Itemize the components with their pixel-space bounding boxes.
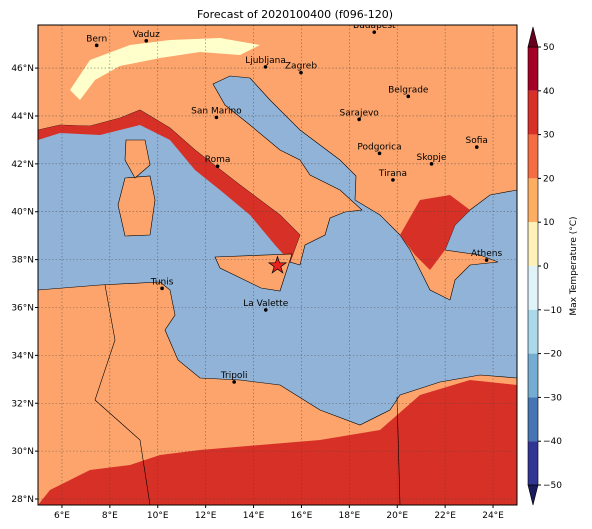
lon-tick-label: 12°E [195,511,217,521]
city-dot [299,70,303,75]
city-label: Tunis [150,277,174,287]
city-label: San Marino [191,106,242,116]
colorbar-label: Max Temperature (°C) [569,216,579,315]
city-dot [391,178,395,182]
warm-zone [38,110,300,262]
city-label: Skopje [417,153,447,163]
star-marker [267,255,288,274]
colorbar-band [528,222,538,266]
colorbar-band [528,397,538,442]
city-dot [377,151,382,156]
city-dot [94,43,99,48]
city-dot [232,380,236,384]
colorbar-tick-label: 50 [543,43,555,53]
colorbar-tick-label: 30 [543,131,555,141]
city-label: Ljubljana [245,56,286,66]
colorbar-tick-label: 10 [543,218,555,228]
colorbar-band [528,90,538,135]
city-dot [215,164,220,169]
colorbar-tick-label: −50 [543,481,562,491]
colorbar-band [528,309,538,354]
lon-tick-label: 24°E [482,511,504,521]
colorbar-tick-label: −20 [543,350,562,360]
city-dot [357,117,361,122]
colorbar-tick-label: 0 [543,262,549,272]
city-dot [429,162,434,166]
lat-tick-label: 36°N [11,303,34,313]
cool-zone [70,38,260,100]
city-label: Zagreb [285,62,317,72]
colorbar-band [528,353,538,398]
lat-tick-label: 28°N [11,495,34,505]
colorbar-band [528,266,538,310]
city-label: Budapest [353,21,396,31]
city-dot [484,258,489,262]
lon-tick-label: 8°E [102,511,118,521]
city-label: Tirana [378,169,407,179]
lat-tick-label: 30°N [11,447,34,457]
warm-zone [400,195,470,270]
city-dot [144,39,149,43]
lat-tick-label: 44°N [11,112,34,122]
city-label: La Valette [243,299,288,309]
lon-tick-label: 16°E [291,511,313,521]
colorbar-band [528,441,538,485]
colorbar-extend [527,26,539,48]
city-dot [372,30,377,34]
title: Forecast of 2020100400 (f096-120) [197,8,393,21]
colorbar-tick-label: 20 [543,174,555,184]
city-dot [160,286,164,291]
city-label: Athens [471,249,502,259]
lat-tick-label: 38°N [11,256,34,266]
lon-tick-label: 18°E [339,511,361,521]
colorbar-tick-label: −40 [543,437,562,447]
border [94,284,151,505]
lat-tick-label: 46°N [11,64,34,74]
colorbar-band [528,178,538,223]
city-label: Vaduz [133,30,160,40]
city-label: Podgorica [357,142,401,152]
city-dot [474,145,479,149]
colorbar-band [528,47,538,91]
lat-tick-label: 34°N [11,351,34,361]
city-label: Roma [205,155,231,165]
lat-tick-label: 40°N [11,208,34,218]
land-sardinia [117,175,156,237]
colorbar-extend [527,484,539,506]
lon-tick-label: 20°E [386,511,408,521]
land-corsica [124,139,151,179]
city-label: Tripoli [220,371,248,381]
lon-tick-label: 10°E [147,511,169,521]
city-label: Sofia [466,136,488,146]
lon-tick-label: 14°E [243,511,265,521]
city-label: Bern [86,34,107,44]
lat-tick-label: 32°N [11,399,34,409]
city-label: Sarajevo [340,108,380,118]
map-frame [37,24,518,506]
lon-tick-label: 6°E [54,511,70,521]
colorbar-band [528,134,538,179]
city-dot [214,115,219,120]
city-dot [263,308,268,312]
colorbar-tick-label: −10 [543,306,562,316]
lon-tick-label: 22°E [434,511,456,521]
city-dot [406,94,411,99]
city-dot [263,65,268,69]
lat-tick-label: 42°N [11,160,34,170]
city-label: Belgrade [388,85,429,95]
colorbar-tick-label: 40 [543,87,555,97]
colorbar-tick-label: −30 [543,393,562,403]
